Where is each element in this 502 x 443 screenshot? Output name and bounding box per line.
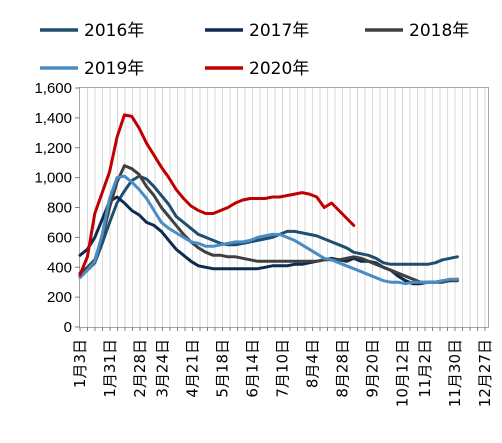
y-tick-label: 600 bbox=[47, 229, 72, 246]
legend-label: 2020年 bbox=[249, 59, 309, 79]
y-tick-label: 1,200 bbox=[34, 140, 72, 157]
plot-area-border bbox=[79, 87, 489, 328]
legend-item: 2019年 bbox=[40, 59, 144, 79]
x-tick-label: 5月18日 bbox=[214, 339, 232, 398]
series-line-3 bbox=[78, 174, 459, 286]
legend-label: 2019年 bbox=[84, 59, 144, 79]
y-tick-label: 1,000 bbox=[34, 170, 72, 187]
series-line-0 bbox=[78, 174, 459, 278]
series-line-1 bbox=[78, 195, 459, 286]
series-line-4 bbox=[78, 113, 356, 277]
y-tick-label: 200 bbox=[47, 289, 72, 306]
x-tick-label: 11月30日 bbox=[446, 339, 464, 407]
x-tick-label: 7月10日 bbox=[274, 339, 292, 398]
x-tick-label: 12月27日 bbox=[476, 339, 494, 407]
legend-label: 2017年 bbox=[249, 21, 309, 41]
legend-item: 2020年 bbox=[205, 59, 309, 79]
x-tick-label: 3月24日 bbox=[154, 339, 172, 398]
legend-item: 2018年 bbox=[365, 21, 469, 41]
series-lines bbox=[78, 113, 459, 286]
x-tick-label: 10月12日 bbox=[394, 339, 412, 407]
y-tick-label: 400 bbox=[47, 259, 72, 276]
gridlines bbox=[87, 88, 486, 327]
y-tick-label: 800 bbox=[47, 200, 72, 217]
legend-item: 2016年 bbox=[40, 21, 144, 41]
y-tick-label: 1,400 bbox=[34, 110, 72, 127]
y-tick-label: 1,600 bbox=[34, 80, 72, 97]
legend-label: 2016年 bbox=[84, 21, 144, 41]
legend-label: 2018年 bbox=[409, 21, 469, 41]
x-tick-label: 1月3日 bbox=[71, 339, 89, 388]
x-tick-label: 1月31日 bbox=[101, 339, 119, 398]
x-tick-label: 8月28日 bbox=[334, 339, 352, 398]
x-tick-label: 11月2日 bbox=[416, 339, 434, 398]
x-tick-label: 9月20日 bbox=[364, 339, 382, 398]
axes: 0 200 400 600 800 1,000 1,200 1,400 1,600 1月3日 1月3… bbox=[34, 80, 494, 407]
x-tick-label: 6月14日 bbox=[244, 339, 262, 398]
y-tick-label: 0 bbox=[64, 319, 72, 336]
legend: 2016年 2017年 2018年 2019年 2020年 bbox=[40, 21, 469, 79]
series-line-2 bbox=[78, 164, 459, 284]
x-tick-label: 8月4日 bbox=[304, 339, 322, 388]
x-tick-label: 2月28日 bbox=[131, 339, 149, 398]
legend-item: 2017年 bbox=[205, 21, 309, 41]
x-tick-label: 4月21日 bbox=[184, 339, 202, 398]
